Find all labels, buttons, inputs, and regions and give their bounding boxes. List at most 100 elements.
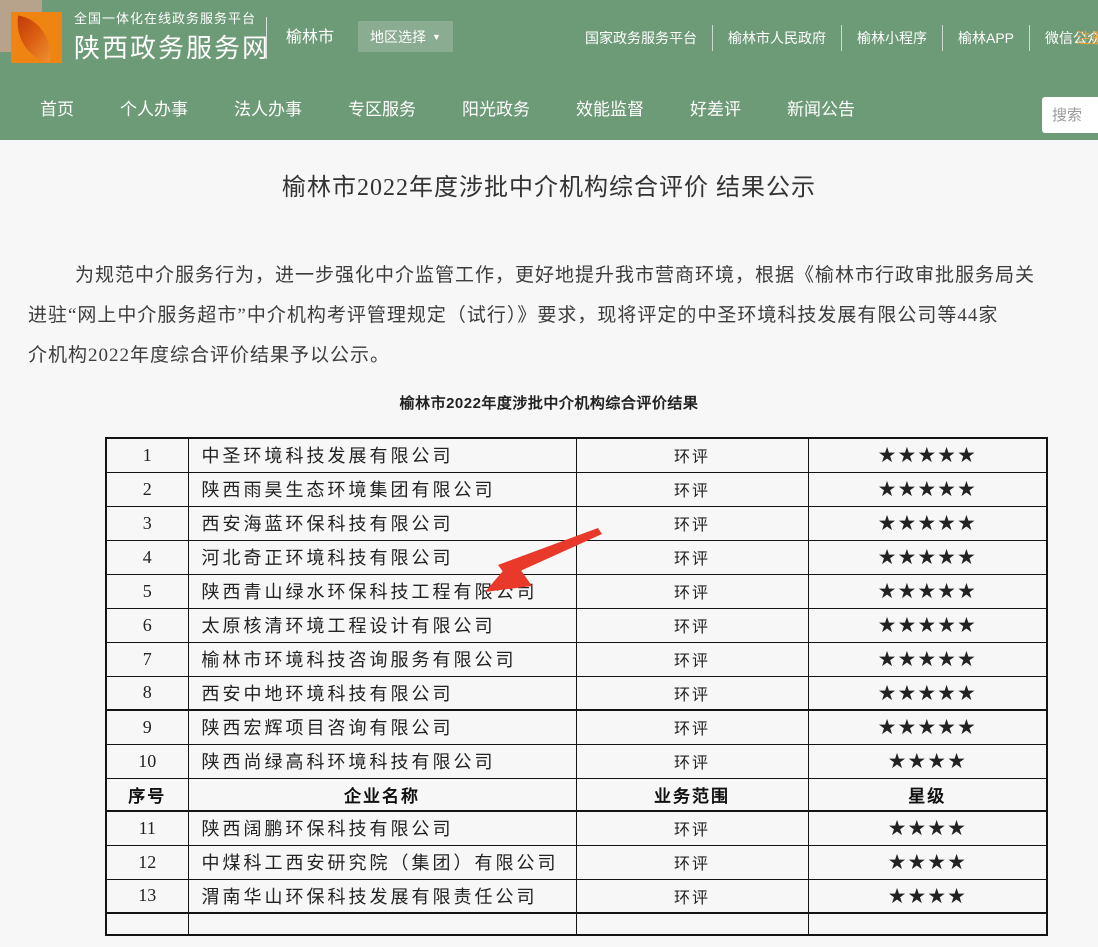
star-rating: ★★★★★ [807,573,1048,609]
business-scope: 环评 [575,539,809,575]
evaluation-table-body: 1 中圣环境科技发展有限公司 环评 ★★★★★ 2 陕西雨昊生态环境集团有限公司 环评 ★★★… [105,437,1048,936]
top-bar: 全国一体化在线政务服务平台 陕西政务服务网 榆林市 地区选择 ▼ 国家政务服务平… [0,0,1098,75]
table-row: 8 西安中地环境科技有限公司 环评 ★★★★★ [105,675,1048,711]
site-title: 陕西政务服务网 [74,33,271,63]
company-name: 太原核清环境工程设计有限公司 [187,607,577,643]
company-name: 榆林市环境科技咨询服务有限公司 [187,641,577,677]
top-link-1[interactable]: 榆林市人民政府 [728,29,826,46]
top-link-3[interactable]: 榆林APP [958,29,1015,46]
top-link-separator [712,24,713,51]
chevron-down-icon: ▼ [432,31,441,42]
star-rating: ★★★★★ [807,539,1048,575]
table-row: 12 中煤科工西安研究院（集团）有限公司 环评 ★★★★ [105,844,1048,880]
row-number: 1 [105,437,189,473]
column-header: 星级 [807,777,1048,812]
table-row: 6 太原核清环境工程设计有限公司 环评 ★★★★★ [105,607,1048,643]
table-row: 4 河北奇正环境科技有限公司 环评 ★★★★★ [105,539,1048,575]
announcement-page: 榆林市2022年度涉批中介机构综合评价 结果公示 为规范中介服务行为，进一步强化… [0,140,1098,947]
star-rating: ★★★★ [807,810,1048,846]
business-scope: 环评 [575,573,809,609]
company-name: 陕西尚绿高科环境科技有限公司 [187,743,577,779]
star-rating: ★★★★★ [807,709,1048,745]
column-header: 序号 [105,777,189,812]
site-logo-icon [0,0,64,64]
brand-divider [266,17,267,59]
search-input[interactable] [1042,97,1098,133]
company-name: 西安中地环境科技有限公司 [187,675,577,711]
business-scope: 环评 [575,437,809,473]
table-row: 2 陕西雨昊生态环境集团有限公司 环评 ★★★★★ [105,471,1048,507]
company-name: 河北奇正环境科技有限公司 [187,539,577,575]
business-scope: 环评 [575,878,809,914]
row-number: 3 [105,505,189,541]
evaluation-table: 1 中圣环境科技发展有限公司 环评 ★★★★★ 2 陕西雨昊生态环境集团有限公司 环评 ★★★… [105,437,1048,936]
star-rating: ★★★★★ [807,437,1048,473]
row-number: 7 [105,641,189,677]
star-rating: ★★★★ [807,844,1048,880]
main-nav: 首页 个人办事 法人办事 专区服务 阳光政务 效能监督 好差评 新闻公告 [0,75,1098,140]
nav-item-3[interactable]: 专区服务 [348,100,416,119]
page-title: 榆林市2022年度涉批中介机构综合评价 结果公示 [282,175,816,201]
business-scope: 环评 [575,471,809,507]
business-scope: 环评 [575,810,809,846]
region-select-button[interactable]: 地区选择 ▼ [358,21,453,52]
nav-item-2[interactable]: 法人办事 [234,100,302,119]
row-number: 5 [105,573,189,609]
row-number: 9 [105,709,189,745]
company-name: 中煤科工西安研究院（集团）有限公司 [187,844,577,880]
table-row: 13 渭南华山环保科技发展有限责任公司 环评 ★★★★ [105,878,1048,914]
nav-item-4[interactable]: 阳光政务 [462,100,530,119]
star-rating: ★★★★★ [807,471,1048,507]
logo-orange-square [11,12,62,63]
register-link[interactable]: 注册 [1076,30,1098,47]
row-number: 8 [105,675,189,711]
logo-leaf-icon [12,15,56,63]
table-row: 1 中圣环境科技发展有限公司 环评 ★★★★★ [105,437,1048,473]
company-name: 渭南华山环保科技发展有限责任公司 [187,878,577,914]
nav-item-5[interactable]: 效能监督 [576,100,644,119]
business-scope: 环评 [575,709,809,745]
row-number: 2 [105,471,189,507]
column-header: 企业名称 [187,777,577,812]
business-scope: 环评 [575,844,809,880]
paragraph-line-0: 为规范中介服务行为，进一步强化中介监管工作，更好地提升我市营商环境，根据《榆林市… [75,265,1036,286]
top-link-4[interactable]: 微信公众号 [1045,29,1098,46]
nav-item-7[interactable]: 新闻公告 [787,100,855,119]
top-link-separator [942,24,943,51]
row-number: 10 [105,743,189,779]
top-link-2[interactable]: 榆林小程序 [857,29,927,46]
empty-cell [807,912,1048,936]
table-row: 5 陕西青山绿水环保科技工程有限公司 环评 ★★★★★ [105,573,1048,609]
row-number: 12 [105,844,189,880]
star-rating: ★★★★★ [807,505,1048,541]
row-number: 4 [105,539,189,575]
row-number: 11 [105,810,189,846]
nav-item-0[interactable]: 首页 [40,100,74,119]
row-number: 13 [105,878,189,914]
empty-cell [575,912,809,936]
current-city-label: 榆林市 [286,29,335,46]
business-scope: 环评 [575,607,809,643]
top-link-separator [841,24,842,51]
nav-item-6[interactable]: 好差评 [690,100,741,119]
table-row: 10 陕西尚绿高科环境科技有限公司 环评 ★★★★ [105,743,1048,779]
announcement-paragraph: 为规范中介服务行为，进一步强化中介监管工作，更好地提升我市营商环境，根据《榆林市… [0,256,1098,376]
star-rating: ★★★★★ [807,607,1048,643]
nav-item-1[interactable]: 个人办事 [120,100,188,119]
site-header: 全国一体化在线政务服务平台 陕西政务服务网 榆林市 地区选择 ▼ 国家政务服务平… [0,0,1098,140]
brand-block: 全国一体化在线政务服务平台 陕西政务服务网 [74,8,270,66]
company-name: 陕西青山绿水环保科技工程有限公司 [187,573,577,609]
top-link-0[interactable]: 国家政务服务平台 [585,29,697,46]
table-row: 9 陕西宏辉项目咨询有限公司 环评 ★★★★★ [105,709,1048,745]
brand-platform-line: 全国一体化在线政务服务平台 [74,11,257,26]
business-scope: 环评 [575,675,809,711]
column-header: 业务范围 [575,777,809,812]
paragraph-line-2: 介机构2022年度综合评价结果予以公示。 [28,345,391,366]
empty-cell [105,912,189,936]
star-rating: ★★★★★ [807,641,1048,677]
table-row: 3 西安海蓝环保科技有限公司 环评 ★★★★★ [105,505,1048,541]
star-rating: ★★★★ [807,743,1048,779]
company-name: 陕西宏辉项目咨询有限公司 [187,709,577,745]
paragraph-line-1: 进驻“网上中介服务超市”中介机构考评管理规定（试行）》要求，现将评定的中圣环境科… [28,305,999,326]
company-name: 中圣环境科技发展有限公司 [187,437,577,473]
